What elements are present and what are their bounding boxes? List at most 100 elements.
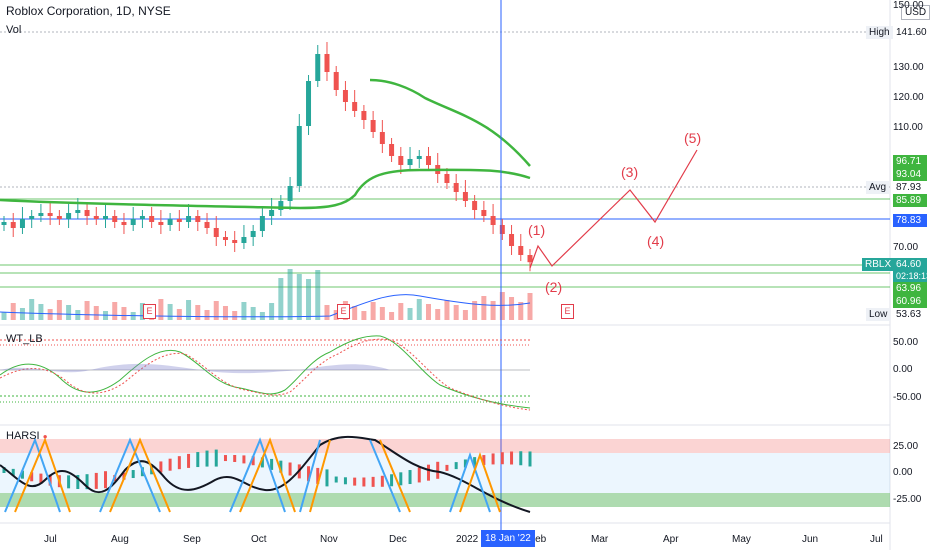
volume-bar: [490, 301, 496, 320]
candle-body: [75, 210, 81, 213]
volume-bar: [259, 312, 265, 320]
candle-body: [1, 222, 7, 225]
harsi-candle: [2, 467, 6, 473]
candle-body: [342, 90, 348, 102]
volume-bar: [509, 297, 515, 320]
volume-label: Vol: [6, 24, 22, 36]
volume-bar: [204, 310, 210, 320]
harsi-indicator-label[interactable]: HARSI ●: [6, 430, 48, 442]
volume-bar: [112, 302, 118, 320]
candle-body: [370, 120, 376, 132]
wave-label: (1): [528, 222, 546, 238]
harsi-candle: [251, 456, 255, 466]
candle-body: [278, 201, 284, 210]
wt-indicator-label[interactable]: WT_LB: [6, 333, 43, 345]
volume-bar: [66, 305, 72, 320]
candle-body: [130, 219, 136, 225]
harsi-candle: [380, 475, 384, 487]
harsi-candle: [260, 457, 264, 468]
volume-bar: [306, 279, 312, 320]
harsi-rsi-line: [0, 435, 531, 513]
avg-value-tag: 87.93: [893, 181, 925, 194]
harsi-candle: [48, 474, 52, 486]
harsi-candle: [187, 453, 191, 468]
volume-bar: [139, 303, 145, 320]
harsi-candle: [436, 461, 440, 479]
harsi-overbought-zone: [0, 439, 890, 453]
volume-bar: [241, 302, 247, 320]
candle-body: [93, 216, 99, 219]
earnings-badge[interactable]: E: [143, 304, 156, 319]
harsi-candle: [279, 460, 283, 473]
candle-body: [56, 216, 62, 219]
harsi-status-dot: ●: [42, 432, 48, 441]
elliott-wave-projection: [529, 149, 698, 269]
candle-body: [232, 240, 238, 243]
candle-body: [241, 237, 247, 243]
candle-body: [407, 159, 413, 165]
volume-bar: [84, 301, 90, 320]
candle-body: [453, 183, 459, 192]
harsi-candle: [491, 453, 495, 465]
harsi-oversold-zone: [0, 493, 890, 507]
candle-body: [38, 213, 44, 216]
candle-body: [379, 132, 385, 144]
wt-axis-tick: 0.00: [893, 364, 913, 375]
crosshair-date-label: 18 Jan '22: [481, 530, 535, 547]
level-tag: 85.89: [893, 194, 927, 207]
harsi-candle: [316, 467, 320, 484]
candle-body: [490, 216, 496, 225]
candle-body: [103, 216, 109, 219]
harsi-candle: [343, 477, 347, 485]
wt-histogram: [0, 363, 530, 374]
candle-body: [149, 216, 155, 222]
harsi-candle: [528, 451, 532, 467]
candle-body: [222, 237, 228, 240]
candle-body: [269, 210, 275, 216]
harsi-candle: [307, 466, 311, 482]
level-tag: 60.96: [893, 295, 927, 308]
volume-bar: [398, 303, 404, 320]
candle-body: [481, 210, 487, 216]
wt-axis-tick: -50.00: [893, 392, 922, 403]
volume-bar: [176, 309, 182, 320]
harsi-candle: [482, 455, 486, 466]
earnings-badge[interactable]: E: [561, 304, 574, 319]
harsi-candle: [510, 451, 514, 465]
time-tick: Oct: [251, 534, 267, 545]
candle-body: [186, 216, 192, 222]
harsi-candle: [76, 474, 80, 489]
horizontal-line-tag: 78.83: [893, 214, 927, 227]
harsi-candle: [353, 477, 357, 486]
price-tick: 130.00: [893, 62, 924, 73]
earnings-badge[interactable]: E: [337, 304, 350, 319]
currency-button[interactable]: USD: [901, 5, 931, 20]
volume-bar: [361, 311, 367, 320]
harsi-candle: [445, 464, 449, 471]
candle-body: [462, 192, 468, 201]
harsi-candle: [325, 469, 329, 487]
harsi-axis-tick: -25.00: [893, 494, 922, 505]
time-tick: Sep: [183, 534, 201, 545]
candle-body: [259, 216, 265, 231]
harsi-candle: [94, 472, 98, 489]
time-tick: Nov: [320, 534, 338, 545]
candle-body: [296, 126, 302, 186]
harsi-candle: [223, 455, 227, 462]
volume-bar: [269, 303, 275, 320]
time-tick: Mar: [591, 534, 609, 545]
volume-bar: [352, 306, 358, 320]
volume-bar: [518, 302, 524, 320]
time-tick: Jun: [802, 534, 819, 545]
harsi-candle: [408, 470, 412, 485]
harsi-candle: [334, 476, 338, 483]
volume-bar: [481, 296, 487, 320]
candle-body: [10, 222, 16, 228]
harsi-candle: [270, 458, 274, 470]
wave-label: (5): [684, 130, 702, 146]
candle-body: [204, 222, 210, 228]
time-tick: May: [732, 534, 751, 545]
volume-bar: [29, 299, 35, 320]
level-tag: 63.96: [893, 282, 927, 295]
